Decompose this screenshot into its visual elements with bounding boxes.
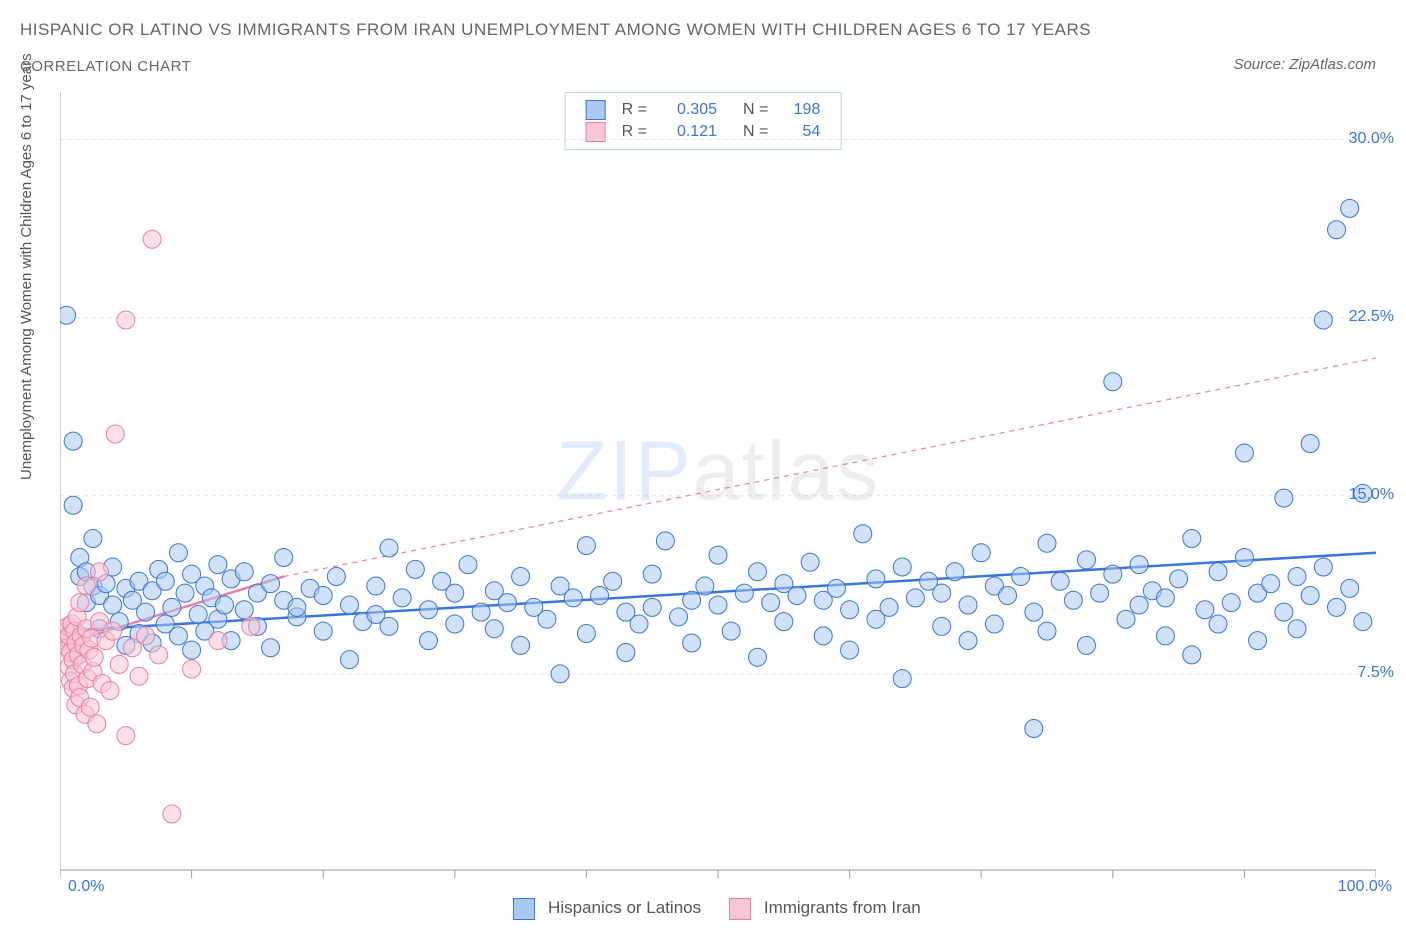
chart-title: HISPANIC OR LATINO VS IMMIGRANTS FROM IR… bbox=[20, 20, 1091, 40]
source-label: Source: ZipAtlas.com bbox=[1233, 56, 1376, 73]
y-tick-label: 22.5% bbox=[1349, 308, 1394, 326]
y-tick-label: 7.5% bbox=[1358, 664, 1394, 682]
y-tick-label: 15.0% bbox=[1349, 486, 1394, 504]
legend-series: Hispanics or Latinos Immigrants from Ira… bbox=[0, 898, 1406, 920]
x-axis-min-label: 0.0% bbox=[68, 878, 104, 896]
y-tick-label: 30.0% bbox=[1349, 130, 1394, 148]
scatter-plot: ZIPatlas bbox=[60, 92, 1376, 882]
x-axis-max-label: 100.0% bbox=[1338, 878, 1392, 896]
y-axis-label: Unemployment Among Women with Children A… bbox=[18, 53, 35, 480]
chart-subtitle: CORRELATION CHART bbox=[20, 58, 191, 75]
